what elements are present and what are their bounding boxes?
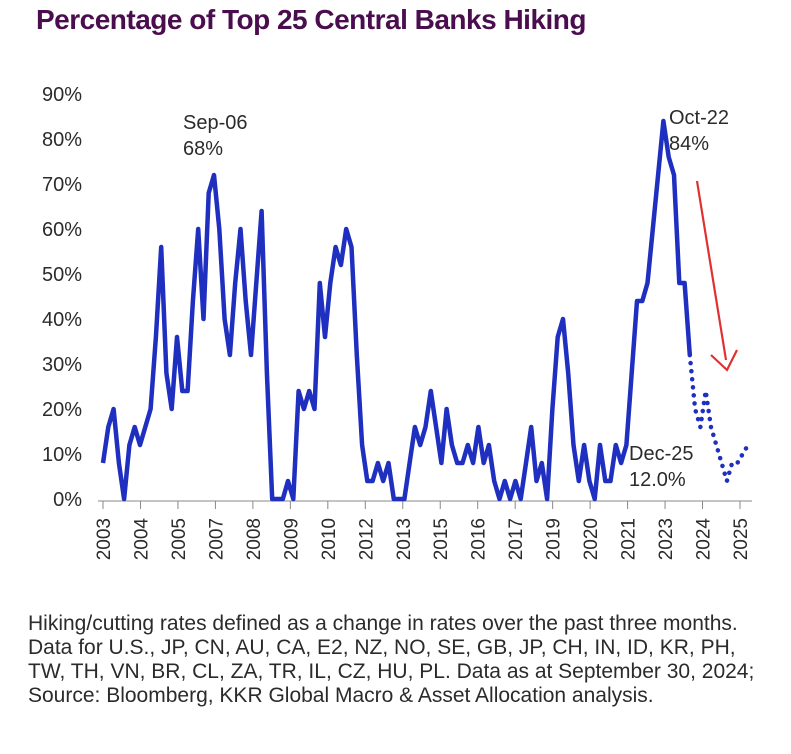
x-tick-label: 2013 (394, 518, 415, 560)
x-tick-label: 2005 (169, 518, 190, 560)
down-arrow-annotation (695, 180, 738, 372)
x-tick-label: 2023 (656, 518, 677, 560)
annotations: Sep-06 68% Oct-22 84% Dec-25 12.0% (183, 107, 729, 491)
x-tick-label: 2009 (281, 518, 302, 560)
x-tick-label: 2012 (356, 518, 377, 560)
y-tick-label: 50% (42, 264, 82, 286)
y-tick-label: 80% (42, 129, 82, 151)
annotation-label: Oct-22 (669, 107, 729, 129)
series-line-projected (687, 352, 751, 490)
y-tick-label: 20% (42, 399, 82, 421)
x-tick-label: 2016 (469, 518, 490, 560)
footnote: Hiking/cutting rates defined as a change… (28, 612, 755, 707)
arrow-head (710, 349, 738, 372)
x-tick-label: 2007 (206, 518, 227, 560)
y-tick-label: 10% (42, 444, 82, 466)
annotation-label: 68% (183, 138, 223, 160)
y-axis-ticks: 0% 10% 20% 30% 40% 50% 60% 70% 80% 90% (42, 84, 82, 511)
y-tick-label: 70% (42, 174, 82, 196)
x-tick-label: 2021 (619, 518, 640, 560)
y-tick-label: 30% (42, 354, 82, 376)
x-tick-label: 2025 (731, 518, 752, 560)
x-axis-ticks: 2003 2004 2005 2007 2008 2009 2010 2012 2013 2015… (94, 501, 752, 560)
line-chart: 0%10%20%30%40%50%60%70%80%90% 2003 2004 20… (42, 84, 752, 560)
arrow-shaft (695, 180, 728, 361)
x-tick-label: 2010 (319, 518, 340, 560)
annotation-label: Dec-25 (629, 443, 693, 465)
x-tick-label: 2019 (544, 518, 565, 560)
annotation-label: Sep-06 (183, 112, 248, 134)
annotation-label: 12.0% (629, 469, 686, 491)
x-tick-label: 2020 (581, 518, 602, 560)
annotation-label: 84% (669, 133, 709, 155)
x-tick-label: 2015 (431, 518, 452, 560)
x-tick-label: 2004 (131, 518, 152, 561)
x-tick-label: 2003 (94, 518, 115, 560)
series-line-actual (100, 118, 693, 502)
y-tick-label: 60% (42, 219, 82, 241)
chart-title: Percentage of Top 25 Central Banks Hikin… (36, 4, 587, 35)
x-tick-label: 2008 (244, 518, 265, 560)
y-tick-label: 40% (42, 309, 82, 331)
x-tick-label: 2024 (694, 518, 715, 561)
y-tick-label: 90% (42, 84, 82, 106)
x-tick-label: 2017 (506, 518, 527, 560)
y-tick-label: 0% (53, 489, 82, 511)
